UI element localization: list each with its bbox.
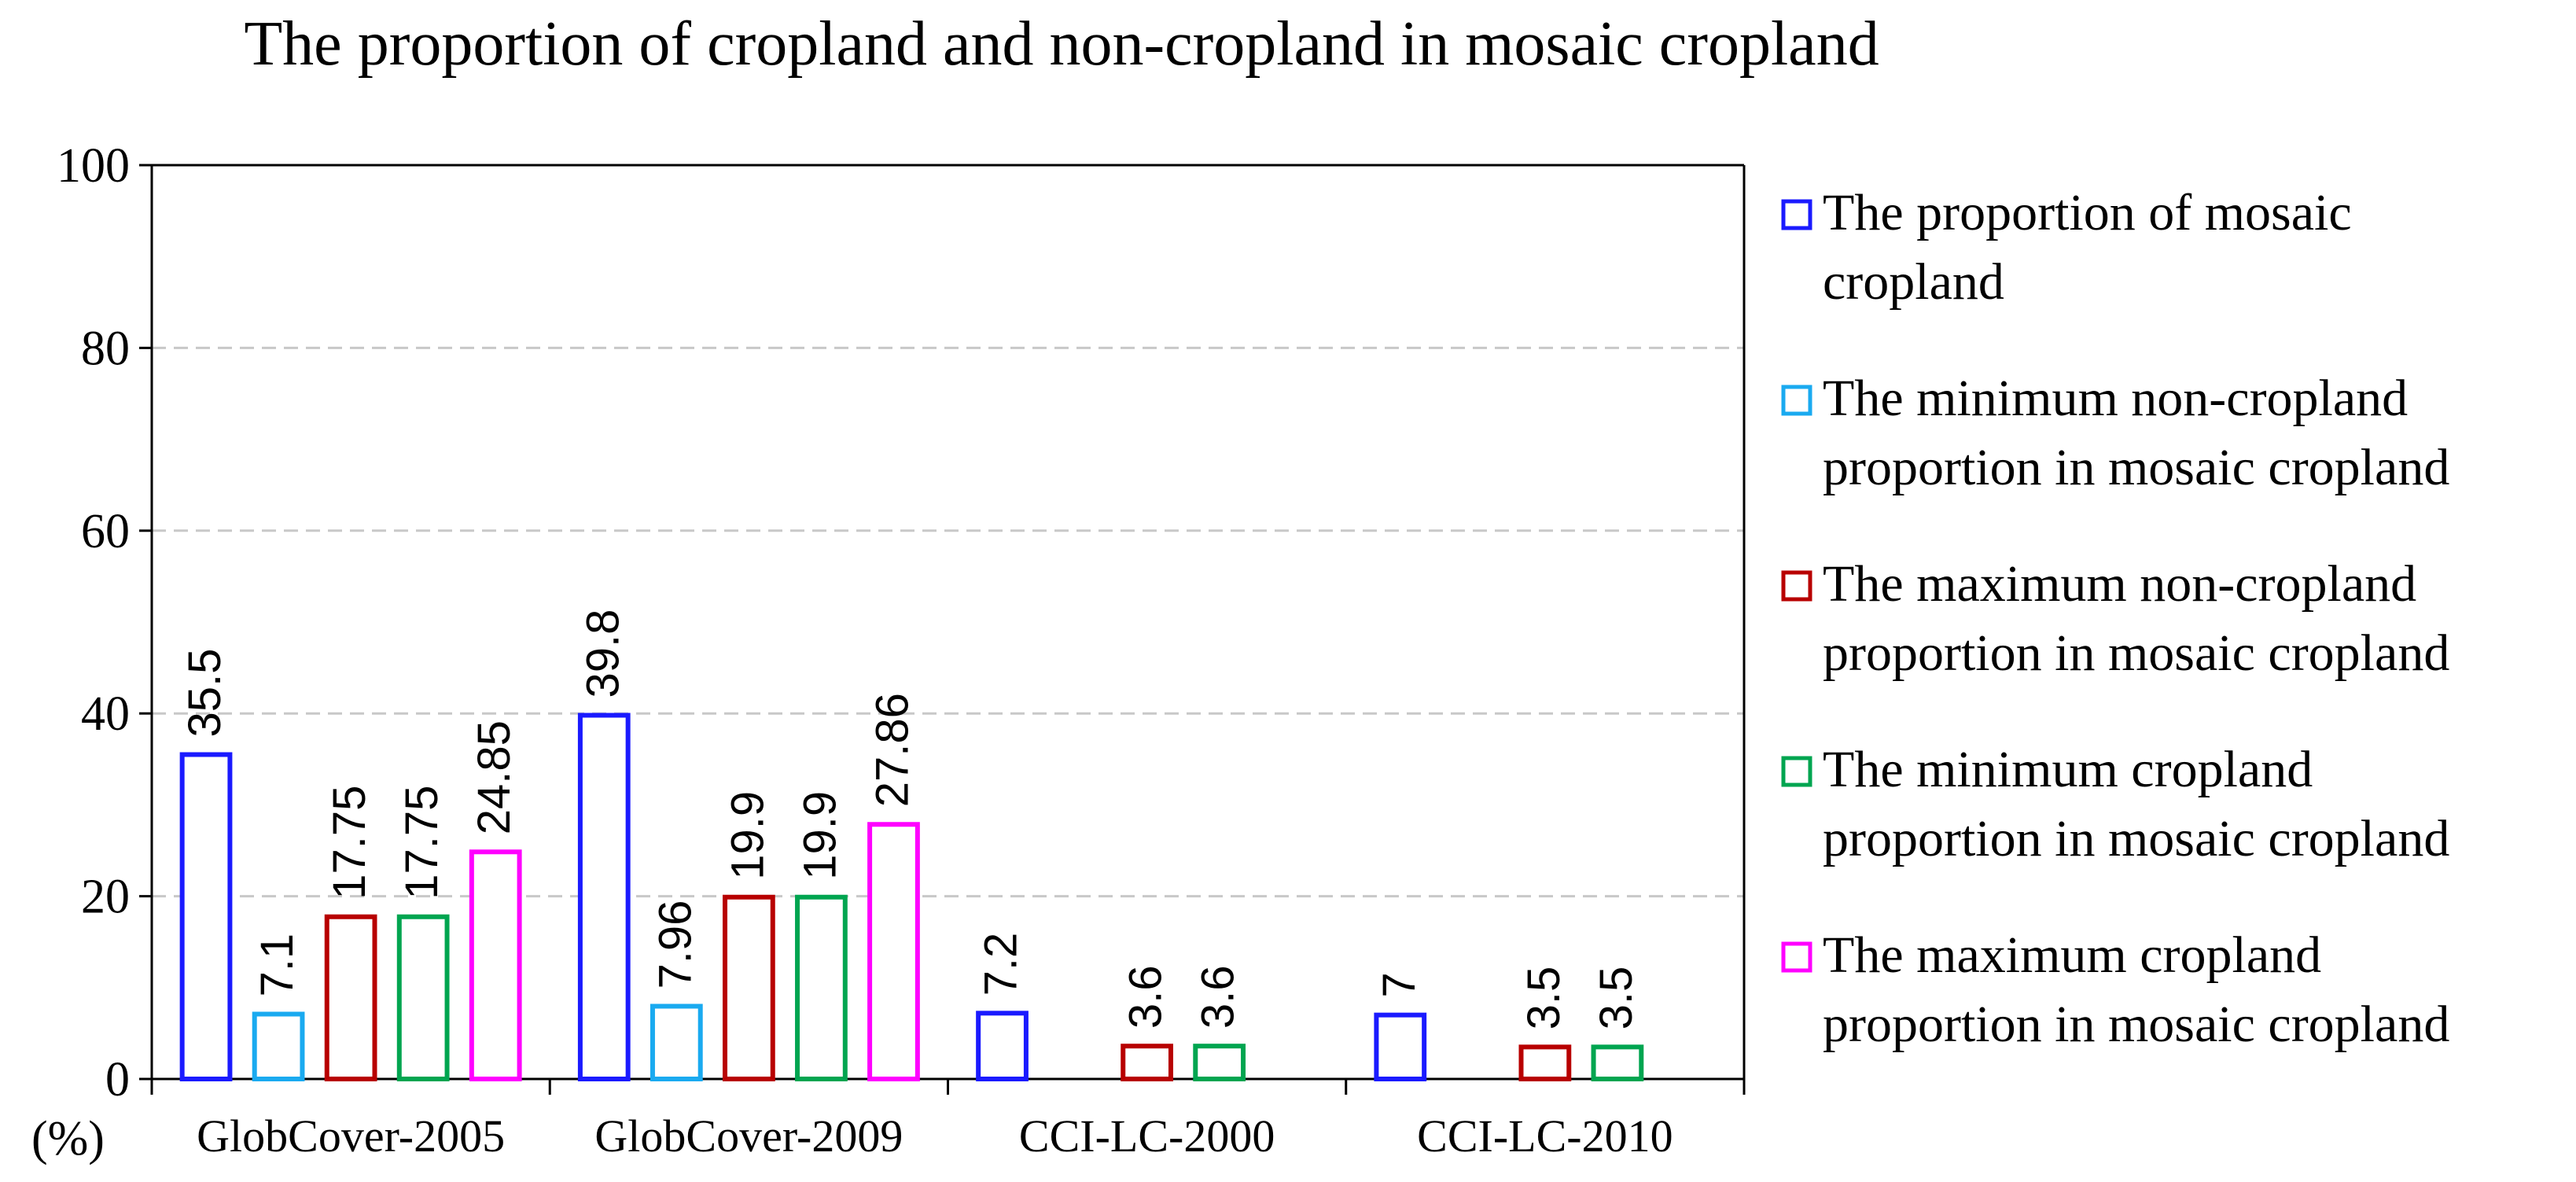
- legend-label: proportion in mosaic cropland: [1823, 996, 2449, 1053]
- x-category-label: GlobCover-2005: [197, 1110, 505, 1162]
- bar: [795, 894, 848, 1081]
- bar: [976, 1011, 1029, 1082]
- legend-label: The minimum non-cropland: [1823, 370, 2408, 427]
- legend-label: proportion in mosaic cropland: [1823, 810, 2449, 867]
- bar-value-label: 19.9: [794, 791, 845, 880]
- gridlines: [152, 346, 1744, 898]
- legend-label: The proportion of mosaic: [1823, 184, 2352, 241]
- y-tick-label: 60: [81, 505, 130, 558]
- bar-value-label: 35.5: [179, 649, 230, 738]
- legend-label: proportion in mosaic cropland: [1823, 624, 2449, 682]
- bar: [1374, 1012, 1427, 1082]
- legend-label: cropland: [1823, 253, 2004, 311]
- y-tick-label: 0: [105, 1053, 130, 1107]
- bar: [324, 914, 377, 1081]
- bar-value-label: 7: [1374, 972, 1425, 997]
- bar-value-label: 24.85: [469, 720, 520, 834]
- y-tick-label: 100: [57, 139, 130, 193]
- data-labels: 35.5 39.8 7.2 7 7.1 7.96 17.75 19.9 3.6 3.5 17.75 1…: [179, 609, 1642, 1030]
- bar: [1193, 1044, 1246, 1081]
- legend: The proportion of mosaic cropland The mini…: [1781, 184, 2449, 1053]
- bar-value-label: 7.96: [650, 900, 701, 989]
- legend-label: proportion in mosaic cropland: [1823, 439, 2449, 496]
- legend-swatch: [1781, 756, 1812, 787]
- bar: [469, 849, 522, 1082]
- bar-value-label: 17.75: [396, 786, 447, 900]
- x-category-label: CCI-LC-2010: [1417, 1110, 1673, 1162]
- bar-value-label: 27.86: [867, 693, 918, 807]
- axes: 0 20 40 60 80 100 GlobCover-2005 GlobCover-2009…: [57, 139, 1746, 1162]
- x-category-label: CCI-LC-2000: [1019, 1110, 1275, 1162]
- x-category-label: GlobCover-2009: [594, 1110, 903, 1162]
- bar: [1121, 1044, 1173, 1081]
- bar-value-label: 3.5: [1591, 967, 1642, 1030]
- bar-value-label: 39.8: [577, 609, 628, 698]
- bar: [650, 1003, 703, 1081]
- bar: [1518, 1044, 1572, 1081]
- bar-value-label: 17.75: [324, 786, 375, 900]
- bar: [179, 752, 233, 1081]
- bar: [577, 713, 631, 1081]
- bar: [1591, 1044, 1644, 1081]
- y-tick-label: 20: [81, 871, 130, 924]
- y-axis-unit-label: (%): [31, 1112, 105, 1165]
- bar: [867, 822, 920, 1082]
- bar: [396, 914, 450, 1081]
- y-tick-label: 40: [81, 687, 130, 741]
- bar-value-label: 19.9: [722, 791, 773, 880]
- legend-label: The minimum cropland: [1823, 741, 2313, 798]
- bar: [723, 894, 775, 1081]
- legend-swatch: [1781, 941, 1812, 973]
- legend-swatch: [1781, 385, 1812, 416]
- bar-value-label: 7.2: [976, 933, 1027, 996]
- legend-label: The maximum cropland: [1823, 926, 2321, 984]
- bar-value-label: 3.5: [1518, 967, 1570, 1030]
- bar-value-label: 3.6: [1121, 966, 1172, 1029]
- legend-swatch: [1781, 199, 1812, 230]
- legend-label: The maximum non-cropland: [1823, 555, 2416, 613]
- legend-swatch: [1781, 570, 1812, 602]
- y-tick-label: 80: [81, 322, 130, 375]
- bar: [252, 1011, 305, 1082]
- bars: [179, 713, 1644, 1082]
- chart-title: The proportion of cropland and non-cropl…: [244, 9, 1879, 79]
- bar-value-label: 7.1: [252, 933, 303, 997]
- bar-value-label: 3.6: [1193, 966, 1244, 1029]
